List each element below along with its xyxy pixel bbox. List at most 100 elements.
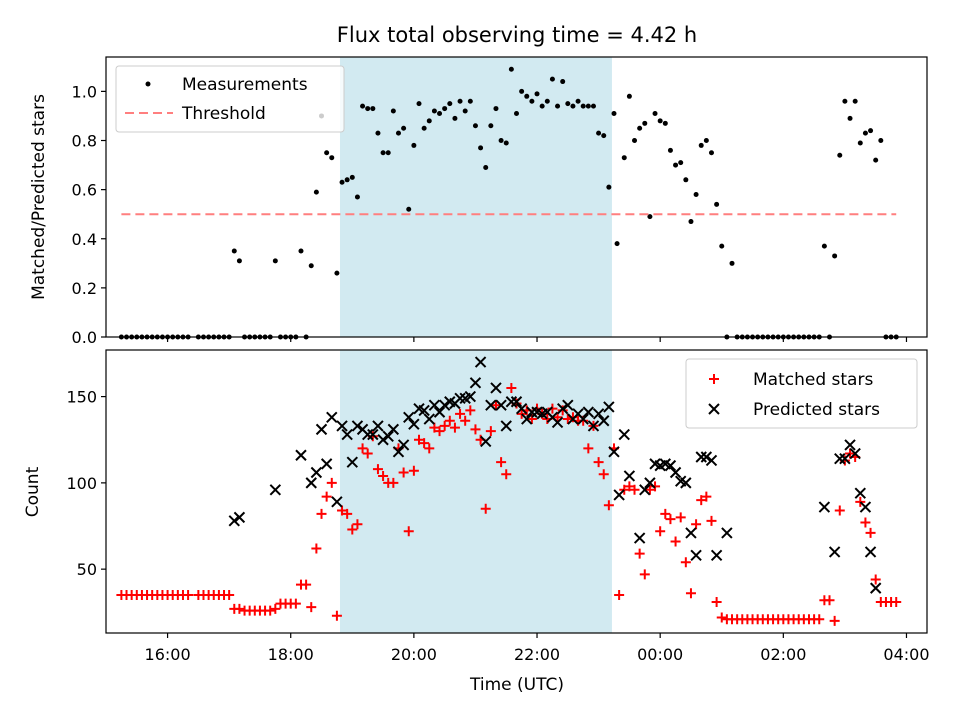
y-tick-label: 50: [77, 560, 97, 579]
matched-star-point: [306, 602, 317, 613]
matched-star-point: [593, 457, 604, 468]
measurement-point: [673, 162, 679, 168]
predicted-star-point: [510, 396, 523, 408]
matched-star-point: [347, 524, 358, 535]
matched-star-point: [506, 382, 517, 393]
legend-threshold-label: Threshold: [181, 104, 266, 124]
measurement-point: [642, 120, 648, 126]
matched-star-point: [603, 500, 614, 511]
observing-window-shade-bottom: [339, 350, 612, 633]
measurement-point: [662, 120, 668, 126]
matched-star-point: [183, 590, 194, 601]
matched-star-point: [362, 448, 373, 459]
predicted-star-point: [695, 451, 707, 463]
matched-star-point: [490, 400, 501, 411]
matched-star-point: [516, 408, 527, 419]
measurement-point: [349, 174, 355, 180]
predicted-star-point: [377, 434, 389, 446]
measurement-point: [313, 189, 319, 195]
predicted-star-point: [367, 428, 379, 441]
predicted-star-point: [587, 420, 600, 432]
y-tick-label: 0.6: [72, 181, 97, 200]
matched-star-point: [665, 514, 676, 525]
matched-star-point: [860, 517, 871, 528]
predicted-star-point: [269, 484, 282, 496]
measurement-point: [519, 88, 525, 94]
matched-star-point: [444, 415, 455, 426]
measurement-point: [842, 98, 848, 104]
measurement-point: [837, 152, 843, 158]
matched-star-point: [408, 465, 419, 476]
measurement-point: [703, 138, 709, 144]
measurement-point: [596, 130, 602, 136]
predicted-star-point: [515, 402, 528, 415]
predicted-star-point: [577, 413, 589, 425]
matched-star-point: [429, 422, 440, 433]
predicted-star-point: [644, 477, 656, 489]
matched-star-point: [547, 403, 558, 414]
measurement-point: [334, 270, 340, 276]
measurement-point: [493, 106, 499, 112]
measurement-point: [370, 106, 376, 112]
matched-star-point: [496, 457, 507, 468]
measurement-point: [524, 93, 530, 99]
legend-measurements-label: Measurements: [182, 75, 308, 95]
predicted-star-point: [428, 399, 441, 411]
matched-star-point: [716, 612, 727, 623]
predicted-star-point: [592, 408, 605, 420]
legend-predicted-marker: [708, 403, 720, 415]
matched-star-point: [337, 505, 348, 516]
x-axis-label: Time (UTC): [469, 675, 564, 695]
x-tick-label: 00:00: [637, 645, 683, 664]
chart-title: Flux total observing time = 4.42 h: [337, 23, 697, 47]
measurement-point: [344, 177, 350, 183]
matched-star-point: [439, 420, 450, 431]
measurement-point: [539, 103, 545, 109]
matched-star-point: [814, 614, 825, 625]
predicted-star-point: [839, 453, 851, 465]
measurement-point: [467, 98, 473, 104]
bottom-legend: Matched stars Predicted stars: [685, 358, 918, 429]
measurement-point: [667, 147, 673, 153]
matched-star-point: [224, 590, 235, 601]
measurement-point: [503, 140, 509, 146]
matched-star-point: [342, 508, 353, 519]
measurement-point: [688, 219, 694, 225]
predicted-star-point: [598, 415, 610, 427]
measurement-point: [565, 101, 571, 107]
predicted-star-point: [608, 446, 620, 458]
matched-star-point: [398, 467, 409, 478]
x-tick-label: 16:00: [145, 645, 191, 664]
measurement-point: [852, 98, 858, 104]
measurement-point: [406, 206, 412, 212]
measurement-point: [585, 103, 591, 109]
matched-star-point: [465, 405, 476, 416]
predicted-star-point: [336, 420, 348, 432]
measurement-point: [862, 130, 868, 136]
bottom-y-axis-ticks: 50 100 150: [66, 388, 106, 579]
predicted-star-point: [700, 451, 713, 463]
matched-star-point: [624, 481, 635, 492]
predicted-star-point: [818, 501, 831, 513]
predicted-star-point: [690, 549, 702, 562]
matched-star-point: [629, 484, 640, 495]
matched-star-point: [644, 484, 655, 495]
matched-star-point: [655, 526, 666, 537]
measurement-point: [657, 118, 663, 124]
matched-star-point: [265, 605, 276, 616]
measurement-point: [375, 130, 381, 136]
matched-star-point: [352, 519, 363, 530]
predicted-star-point: [331, 496, 343, 508]
measurement-point: [847, 115, 853, 121]
measurement-point: [298, 248, 304, 254]
y-tick-label: 1.0: [72, 82, 97, 101]
predicted-star-point: [844, 439, 856, 451]
matched-star-point: [485, 426, 496, 437]
measurement-point: [549, 76, 555, 82]
measurement-point: [411, 142, 417, 148]
observing-window-shade-top: [339, 57, 612, 337]
measurement-point: [272, 258, 278, 264]
measurement-point: [401, 125, 407, 131]
matched-star-point: [824, 595, 835, 606]
measurement-point: [652, 110, 658, 116]
